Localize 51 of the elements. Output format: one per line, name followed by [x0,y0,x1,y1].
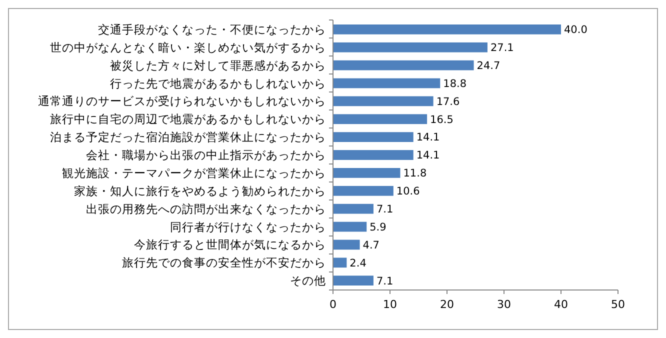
y-tick-label: 旅行先での食事の安全性が不安だから [122,256,326,270]
x-tick-label: 20 [440,298,454,311]
data-label: 14.1 [416,150,440,162]
y-tick-label: 今旅行すると世間体が気になるから [134,238,326,252]
y-tick-label: 交通手段がなくなった・不便になったから [98,22,326,36]
bar [333,114,428,124]
data-label: 17.6 [436,96,460,108]
x-tick-label: 30 [497,298,511,311]
bar [333,96,434,106]
x-tick-label: 0 [330,298,336,311]
y-tick-label: 家族・知人に旅行をやめるよう勧められたから [74,184,326,198]
bar [333,24,561,34]
y-tick-label: 観光施設・テーマパークが営業休止になったから [62,166,326,180]
bar [333,132,414,142]
data-label: 11.8 [403,168,427,180]
y-tick-label: 行った先で地震があるかもしれないから [110,76,326,90]
x-tick-label: 10 [383,298,397,311]
y-tick-label: 出張の用務先への訪問が出来なくなったから [86,202,326,216]
data-label: 24.7 [476,60,500,72]
data-label: 14.1 [416,132,440,144]
bar [333,60,474,70]
data-label: 40.0 [564,24,588,36]
data-label: 2.4 [350,257,367,270]
bar [333,276,374,286]
data-label: 4.7 [362,239,380,252]
bar [333,168,400,178]
data-label: 18.8 [443,78,467,90]
data-label: 7.1 [376,275,394,288]
data-label: 5.9 [370,221,386,234]
y-tick-label: 通常通りのサービスが受けられないかもしれないから [38,94,326,108]
bar [333,186,394,196]
data-label: 10.6 [396,186,420,198]
bar [333,258,347,268]
bar [333,150,414,160]
bar [333,240,360,250]
y-tick-label: 同行者が行けなくなったから [170,220,326,234]
y-tick-label: その他 [290,274,326,288]
y-tick-label: 被災した方々に対して罪悪感があるから [110,58,326,72]
bar [333,222,367,232]
x-tick-label: 50 [611,298,625,311]
bar [333,78,440,88]
bar [333,204,374,214]
y-tick-label: 旅行中に自宅の周辺で地震があるかもしれないから [50,112,326,126]
y-tick-label: 世の中がなんとなく暗い・楽しめない気がするから [50,40,326,54]
x-tick-label: 40 [554,298,568,311]
data-label: 27.1 [490,42,514,54]
y-tick-label: 会社・職場から出張の中止指示があったから [86,148,326,162]
data-label: 16.5 [430,114,454,126]
y-tick-label: 泊まる予定だった宿泊施設が営業休止になったから [50,130,326,144]
bar [333,42,488,52]
data-label: 7.1 [376,203,394,216]
